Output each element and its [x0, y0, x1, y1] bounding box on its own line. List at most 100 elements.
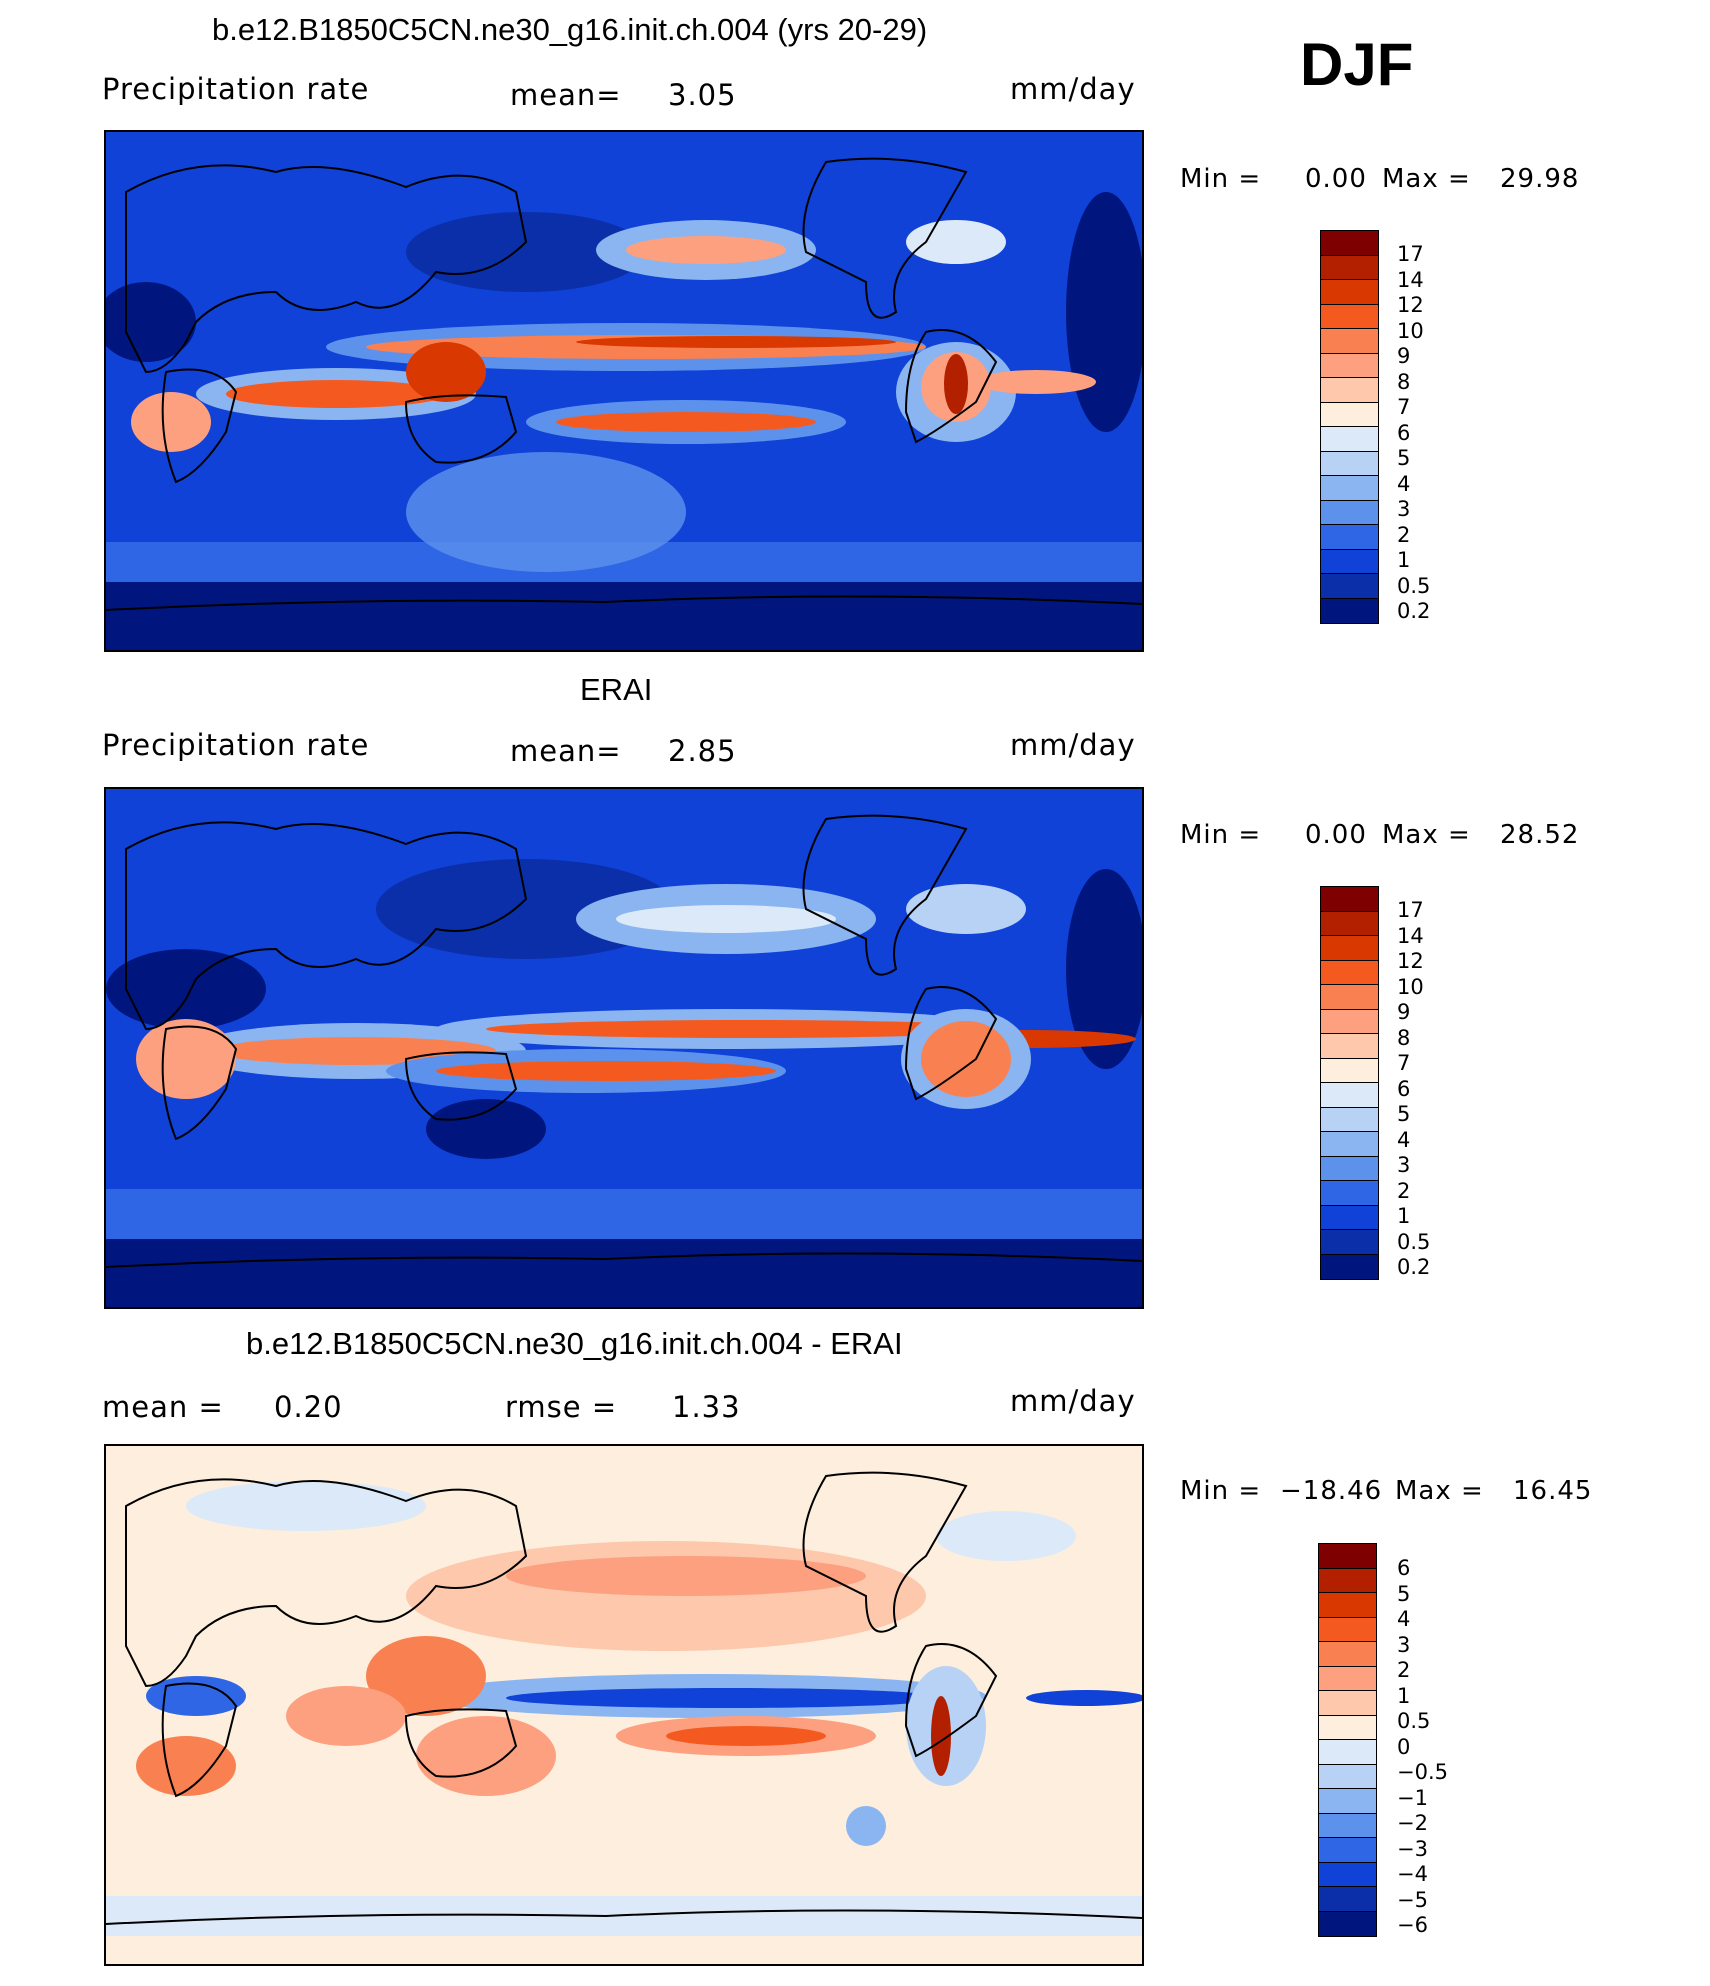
colorbar-panel2-tick-label: 0.5	[1397, 1229, 1431, 1254]
colorbar-panel2-swatch	[1321, 936, 1378, 961]
colorbar-panel3-tick-label: 1	[1397, 1683, 1411, 1708]
colorbar-panel3-swatch	[1319, 1911, 1376, 1936]
colorbar-panel1-tick-label: 0.2	[1397, 599, 1431, 623]
colorbar-panel2-swatch	[1321, 1107, 1378, 1132]
colorbar-panel2-swatch	[1321, 1009, 1378, 1034]
panel1-max-label: Max =	[1382, 164, 1471, 194]
colorbar-panel1-tick-label: 10	[1397, 318, 1424, 343]
colorbar-panel2-tick-label: 7	[1397, 1051, 1411, 1075]
colorbar-panel3-swatch	[1319, 1617, 1376, 1642]
panel2-max-label: Max =	[1382, 820, 1471, 850]
colorbar-panel3-tick-label: 2	[1397, 1658, 1411, 1682]
colorbar-panel1-swatch	[1321, 598, 1378, 623]
colorbar-panel3-tick-label: 4	[1397, 1607, 1411, 1631]
panel3-mean-label: mean =	[102, 1390, 224, 1424]
colorbar-panel2-swatch	[1321, 1254, 1378, 1279]
panel3-rmse-value: 1.33	[672, 1390, 741, 1424]
colorbar-panel1-swatch	[1321, 451, 1378, 476]
colorbar-panel2-swatch	[1321, 887, 1378, 912]
colorbar-panel3-tick-label: −5	[1397, 1887, 1428, 1912]
panel3-max-label: Max =	[1395, 1476, 1484, 1506]
colorbar-panel2-swatch	[1321, 1230, 1378, 1255]
colorbar-panel1-swatch	[1321, 304, 1378, 329]
panel2-mean-value: 2.85	[668, 734, 737, 768]
colorbar-panel3-swatch	[1319, 1789, 1376, 1814]
colorbar-panel2-swatch	[1321, 960, 1378, 985]
colorbar-panel2-swatch	[1321, 1034, 1378, 1059]
colorbar-panel3-tick-label: −0.5	[1397, 1760, 1448, 1784]
colorbar-panel1-swatch	[1321, 280, 1378, 305]
colorbar-panel3-swatch	[1319, 1862, 1376, 1887]
colorbar-panel1-tick-label: 17	[1397, 242, 1424, 266]
colorbar-panel1-tick-label: 1	[1397, 548, 1411, 572]
colorbar-panel3-swatch	[1319, 1838, 1376, 1863]
colorbar-panel1-tick-label: 6	[1397, 420, 1411, 445]
panel1-mean-value: 3.05	[668, 78, 737, 112]
colorbar-panel1-swatch	[1321, 378, 1378, 403]
panel1-max-value: 29.98	[1500, 164, 1580, 194]
colorbar-panel1-tick-label: 4	[1397, 471, 1411, 496]
colorbar-panel1-swatch	[1321, 525, 1378, 550]
panel3-min-value: −18.46	[1280, 1476, 1383, 1506]
panel2-title: ERAI	[580, 672, 653, 707]
colorbar-panel1	[1320, 230, 1379, 624]
panel1-variable: Precipitation rate	[102, 72, 370, 106]
panel3-rmse-label: rmse =	[505, 1390, 618, 1424]
panel1-title: b.e12.B1850C5CN.ne30_g16.init.ch.004 (yr…	[212, 12, 928, 47]
colorbar-panel2-swatch	[1321, 1205, 1378, 1230]
colorbar-panel2-tick-label: 3	[1397, 1153, 1411, 1177]
colorbar-panel3-tick-label: −6	[1397, 1913, 1428, 1937]
colorbar-panel1-tick-label: 3	[1397, 497, 1411, 521]
colorbar-panel1-swatch	[1321, 402, 1378, 427]
panel2-variable: Precipitation rate	[102, 728, 370, 762]
colorbar-panel1-swatch	[1321, 427, 1378, 452]
panel1-mean-label: mean=	[510, 78, 622, 112]
colorbar-panel1-tick-label: 14	[1397, 267, 1424, 292]
panel1-map	[104, 130, 1144, 652]
colorbar-panel1-swatch	[1321, 255, 1378, 280]
colorbar-panel3-swatch	[1319, 1764, 1376, 1789]
colorbar-panel2-tick-label: 1	[1397, 1204, 1411, 1228]
colorbar-panel3-tick-label: 0	[1397, 1734, 1411, 1759]
colorbar-panel1-tick-label: 12	[1397, 293, 1424, 317]
colorbar-panel2-tick-label: 2	[1397, 1178, 1411, 1203]
panel3-max-value: 16.45	[1513, 1476, 1593, 1506]
colorbar-panel3-labels: 6 5 4 3 2 1 0.5 0 −0.5 −1 −2 −3 −4 −5 −6	[1397, 1556, 1448, 1939]
colorbar-panel2-tick-label: 4	[1397, 1127, 1411, 1152]
colorbar-panel3-swatch	[1319, 1642, 1376, 1667]
colorbar-panel3-swatch	[1319, 1593, 1376, 1618]
colorbar-panel2-tick-label: 17	[1397, 898, 1424, 922]
colorbar-panel3-swatch	[1319, 1691, 1376, 1716]
colorbar-panel2-tick-label: 14	[1397, 923, 1424, 948]
colorbar-panel3-swatch	[1319, 1813, 1376, 1838]
panel1-min-label: Min =	[1180, 164, 1262, 194]
colorbar-panel1-tick-label: 2	[1397, 522, 1411, 547]
colorbar-panel3-tick-label: 3	[1397, 1632, 1411, 1657]
colorbar-panel2-tick-label: 9	[1397, 1000, 1411, 1024]
colorbar-panel2-labels: 17 14 12 10 9 8 7 6 5 4 3 2 1 0.5 0.2	[1397, 898, 1430, 1281]
colorbar-panel3-swatch	[1319, 1740, 1376, 1765]
colorbar-panel2-swatch	[1321, 1058, 1378, 1083]
panel1-precip-field	[106, 132, 1142, 650]
colorbar-panel2-swatch	[1321, 911, 1378, 936]
panel2-mean-label: mean=	[510, 734, 622, 768]
colorbar-panel3-tick-label: −3	[1397, 1836, 1428, 1861]
colorbar-panel1-tick-label: 9	[1397, 344, 1411, 368]
colorbar-panel1-swatch	[1321, 549, 1378, 574]
panel3-title: b.e12.B1850C5CN.ne30_g16.init.ch.004 - E…	[246, 1326, 903, 1361]
colorbar-panel2-tick-label: 5	[1397, 1102, 1411, 1126]
colorbar-panel2-swatch	[1321, 1083, 1378, 1108]
colorbar-panel1-swatch	[1321, 500, 1378, 525]
colorbar-panel2-tick-label: 10	[1397, 974, 1424, 999]
panel3-min-label: Min =	[1180, 1476, 1262, 1506]
panel3-mean-value: 0.20	[274, 1390, 343, 1424]
panel3-diff-field	[106, 1446, 1142, 1964]
colorbar-panel1-swatch	[1321, 231, 1378, 256]
colorbar-panel2-swatch	[1321, 1132, 1378, 1157]
colorbar-panel3-tick-label: −4	[1397, 1862, 1428, 1886]
colorbar-panel3-swatch	[1319, 1568, 1376, 1593]
colorbar-panel1-swatch	[1321, 574, 1378, 599]
colorbar-panel3-tick-label: −1	[1397, 1785, 1428, 1810]
season-label: DJF	[1300, 31, 1414, 98]
colorbar-panel3-swatch	[1319, 1666, 1376, 1691]
